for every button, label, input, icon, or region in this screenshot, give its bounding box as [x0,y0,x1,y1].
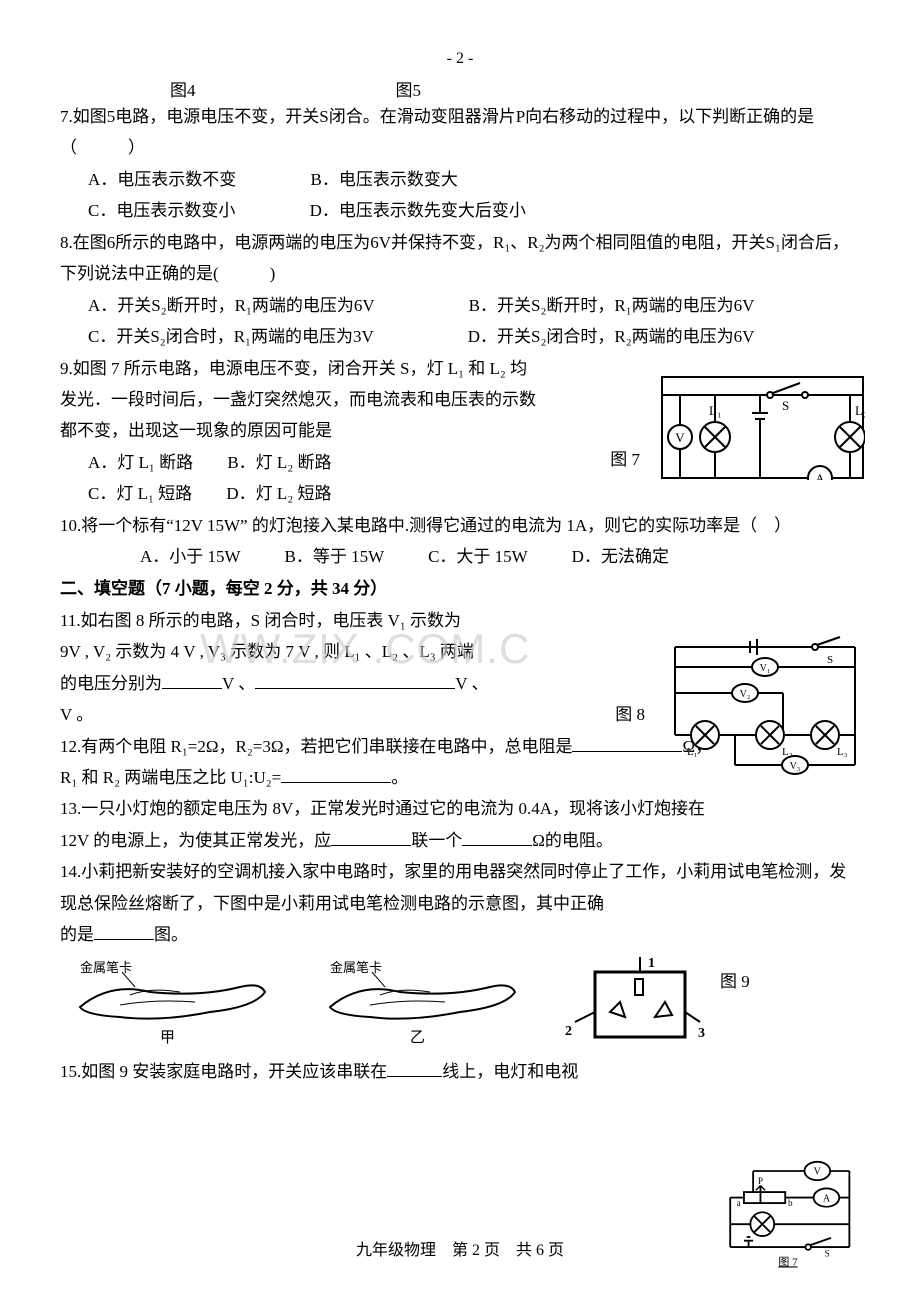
q14-l2b: 图。 [154,925,188,944]
q7-B: B．电压表示数变大 [311,170,458,189]
q10-A: A．小于 15W [140,547,240,566]
q14-l2a: 的是 [60,925,94,944]
fig7-label: 图 7 [610,445,640,470]
q10-D: D．无法确定 [572,547,669,566]
svg-text:金属笔卡: 金属笔卡 [330,960,382,975]
fig4-label: 图4 [170,76,196,101]
svg-text:金属笔卡: 金属笔卡 [80,960,132,975]
q13-l2b: 联一个 [411,831,462,850]
svg-text:S: S [827,654,833,666]
page-number-top: - 2 - [60,50,860,68]
svg-text:V₁: V₁ [760,663,771,674]
blank [162,671,222,689]
q7-stem: 7.如图5电路，电源电压不变，开关S闭合。在滑动变阻器滑片P向右移动的过程中，以… [60,101,860,164]
q8-B: B．开关S₂断开时，R₁两端的电压为6V [469,296,755,315]
figure-7-circuit: V L₁ S L₂ A [660,375,865,480]
q15-l1b: 线上，电灯和电视 [442,1062,578,1081]
fig5-label: 图5 [396,76,422,101]
q10-C: C．大于 15W [428,547,527,566]
q11-l1: 11.如右图 8 所示的电路，S 闭合时，电压表 V₁ 示数为 [60,605,860,636]
svg-text:A: A [815,471,825,480]
q9-row2: C．灯 L₁ 短路 D．灯 L₂ 短路 [60,478,860,509]
section-2-title: 二、填空题（7 小题，每空 2 分，共 34 分） [60,573,860,605]
svg-text:S: S [782,398,789,413]
svg-text:乙: 乙 [410,1030,425,1046]
svg-text:P: P [758,1176,763,1186]
svg-text:a: a [737,1198,741,1208]
q11-l3b: V 、 [222,674,255,693]
q8-A: A．开关S₂断开时，R₁两端的电压为6V [88,296,374,315]
svg-text:V: V [675,430,685,445]
q10-stem: 10.将一个标有“12V 15W” 的灯泡接入某电路中.测得它通过的电流为 1A… [60,510,860,541]
blank [281,765,391,783]
q15-l1a: 15.如图 9 安装家庭电路时，开关应该串联在 [60,1062,387,1081]
q10-opts: A．小于 15W B．等于 15W C．大于 15W D．无法确定 [60,541,860,572]
svg-text:V₃: V₃ [790,761,801,772]
figure-labels-row: 图4 图5 [60,76,860,101]
q8-D: D．开关S₂闭合时，R₂两端的电压为6V [468,327,755,346]
q9-D: D．灯 L₂ 短路 [226,484,331,503]
svg-text:V: V [814,1167,822,1178]
svg-text:3: 3 [698,1026,705,1041]
q11-l3a: 的电压分别为 [60,674,162,693]
q7-A: A．电压表示数不变 [88,170,236,189]
svg-text:V₂: V₂ [740,689,751,700]
hand-figure-yi: 金属笔卡 乙 [310,957,520,1047]
q9-B: B．灯 L₂ 断路 [227,453,331,472]
q7-C: C．电压表示数变小 [88,201,235,220]
svg-text:b: b [788,1198,793,1208]
q12-l2a: R₁ 和 R₂ 两端电压之比 U₁:U₂= [60,768,281,787]
svg-text:2: 2 [565,1024,572,1039]
q12-l1a: 12.有两个电阻 R₁=2Ω，R₂=3Ω，若把它们串联接在电路中，总电阻是 [60,737,572,756]
q8-row1: A．开关S₂断开时，R₁两端的电压为6V B．开关S₂断开时，R₁两端的电压为6… [60,290,860,321]
blank [94,922,154,940]
blank [387,1059,442,1077]
q11-l3c: V 、 [455,674,488,693]
q13-l1: 13.一只小灯炮的额定电压为 8V，正常发光时通过它的电流为 0.4A，现将该小… [60,793,860,824]
q8-C: C．开关S₂闭合时，R₁两端的电压为3V [88,327,373,346]
blank [331,828,411,846]
svg-text:L₂: L₂ [855,403,865,418]
blank [255,671,455,689]
q10-B: B．等于 15W [285,547,384,566]
svg-text:A: A [823,1193,831,1204]
hand-figures-row: 金属笔卡 甲 金属笔卡 乙 1 2 3 图 9 [60,957,860,1052]
q7-row2: C．电压表示数变小 D．电压表示数先变大后变小 [60,195,860,226]
svg-text:L₁: L₁ [709,403,721,418]
svg-text:甲: 甲 [160,1030,175,1046]
hand-figure-jia: 金属笔卡 甲 [60,957,270,1047]
page-footer: 九年级物理 第 2 页 共 6 页 [0,1236,920,1260]
q14-l1: 14.小莉把新安装好的空调机接入家中电路时，家里的用电器突然同时停止了工作，小莉… [60,856,860,919]
page-container: - 2 - 图4 图5 7.如图5电路，电源电压不变，开关S闭合。在滑动变阻器滑… [0,0,920,1300]
q14-l2: 的是 图。 [60,919,860,950]
q13-l2: 12V 的电源上，为使其正常发光，应 联一个 Ω的电阻。 [60,825,860,856]
q7-D: D．电压表示数先变大后变小 [310,201,526,220]
blank [462,828,532,846]
q13-l2c: Ω的电阻。 [532,831,613,850]
figure-8-circuit: S V₁ V₂ L₁ L₂ L₃ V₃ [665,635,865,780]
q7-row1: A．电压表示数不变 B．电压表示数变大 [60,164,860,195]
q9-C: C．灯 L₁ 短路 [88,484,192,503]
q13-l2a: 12V 的电源上，为使其正常发光，应 [60,831,331,850]
q15-l1: 15.如图 9 安装家庭电路时，开关应该串联在 线上，电灯和电视 [60,1056,860,1087]
fig8-label: 图 8 [615,700,645,725]
svg-text:L₁: L₁ [687,746,698,758]
svg-text:L₃: L₃ [837,746,848,758]
figure-9-socket: 1 2 3 [560,957,710,1052]
q8-row2: C．开关S₂闭合时，R₁两端的电压为3V D．开关S₂闭合时，R₂两端的电压为6… [60,321,860,352]
svg-text:1: 1 [648,957,655,971]
fig9-label: 图 9 [720,967,750,992]
q9-A: A．灯 L₁ 断路 [88,453,193,472]
q8-stem: 8.在图6所示的电路中，电源两端的电压为6V并保持不变，R₁、R₂为两个相同阻值… [60,227,860,290]
q12-l2b: 。 [391,768,408,787]
